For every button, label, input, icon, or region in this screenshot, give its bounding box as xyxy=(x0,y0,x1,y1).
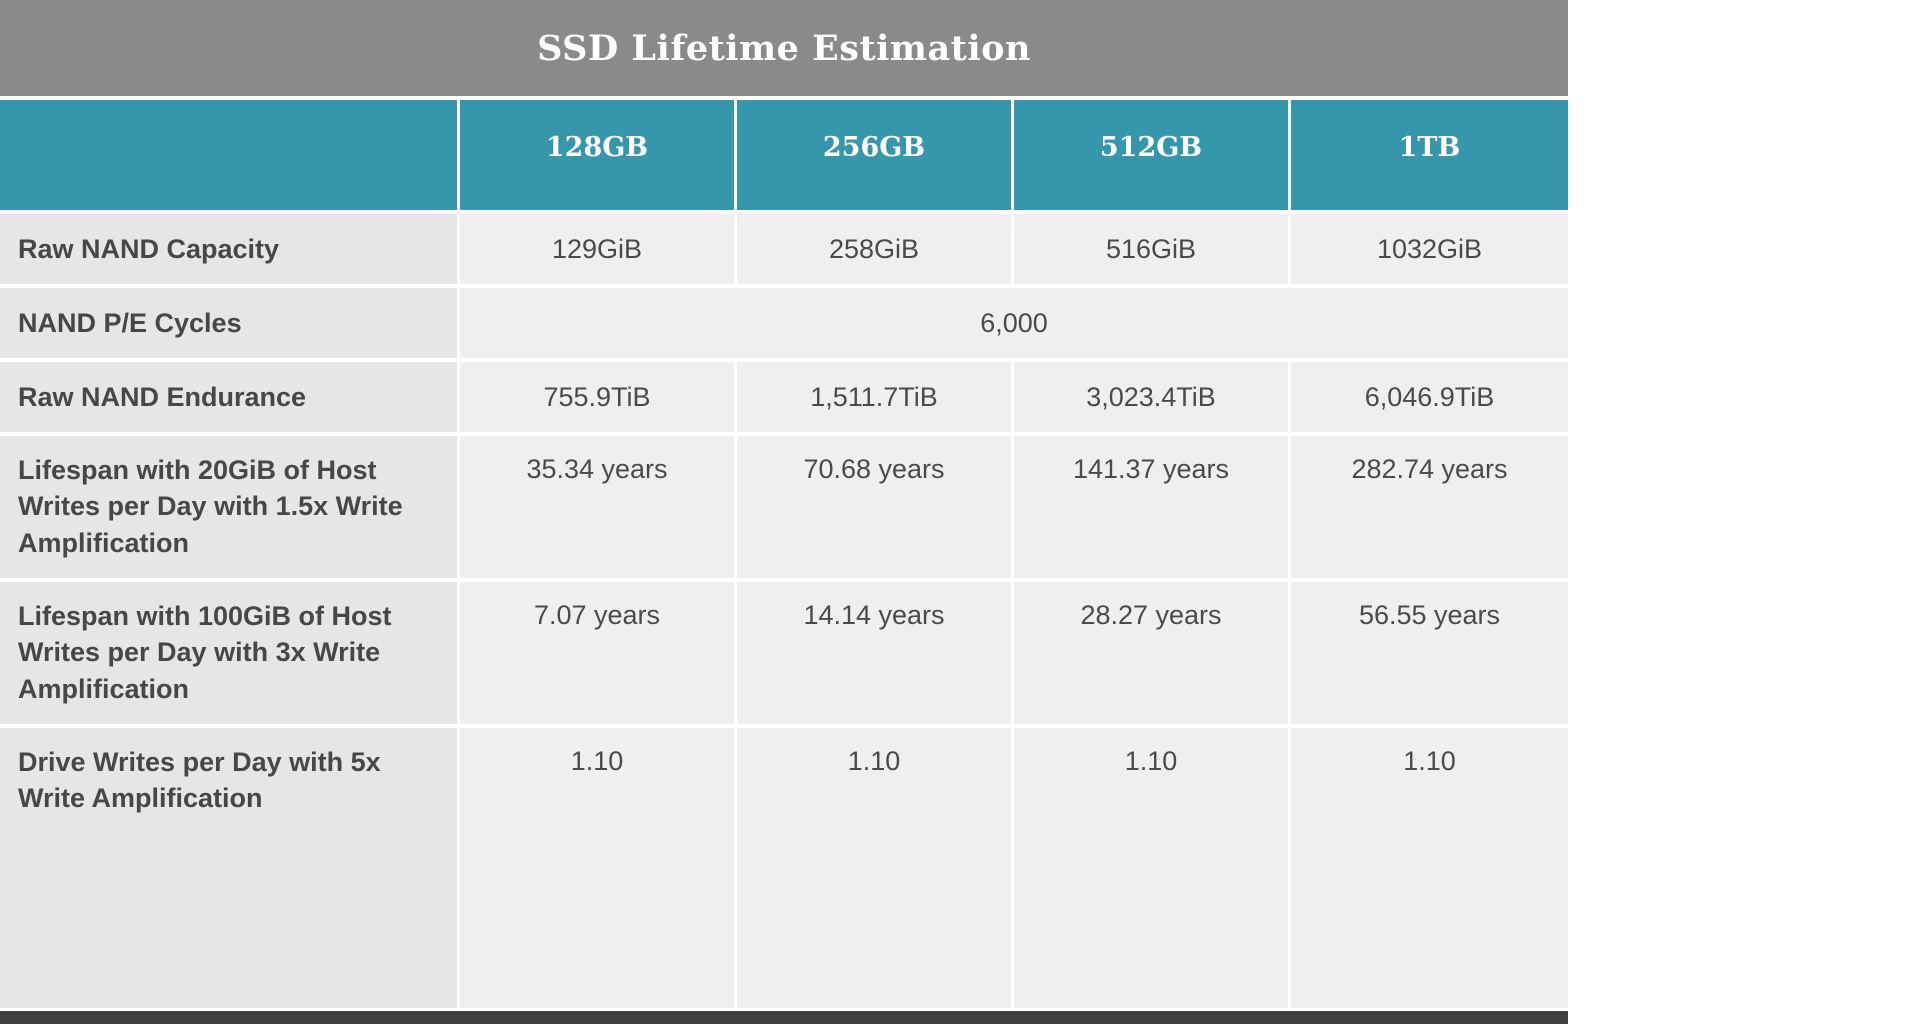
table-row-drive-writes-per-day: Drive Writes per Day with 5x Write Ampli… xyxy=(0,724,1568,1008)
value-cell: 70.68 years xyxy=(737,432,1014,578)
column-header-row: 128GB 256GB 512GB 1TB xyxy=(0,100,1568,210)
value-cell: 35.34 years xyxy=(460,432,737,578)
value-cell: 1.10 xyxy=(737,724,1014,1008)
value-cell: 1.10 xyxy=(460,724,737,1008)
merged-value-cell: 6,000 xyxy=(460,284,1568,358)
table-title: SSD Lifetime Estimation xyxy=(537,27,1031,69)
value-cell: 129GiB xyxy=(460,210,737,284)
value-cell: 516GiB xyxy=(1014,210,1291,284)
row-label: NAND P/E Cycles xyxy=(0,284,460,358)
row-label: Raw NAND Capacity xyxy=(0,210,460,284)
data-table: 128GB 256GB 512GB 1TB Raw NAND Capacity … xyxy=(0,100,1568,1008)
value-cell: 282.74 years xyxy=(1291,432,1568,578)
column-header-1tb: 1TB xyxy=(1291,100,1568,210)
value-cell: 141.37 years xyxy=(1014,432,1291,578)
value-cell: 258GiB xyxy=(737,210,1014,284)
row-label: Lifespan with 100GiB of Host Writes per … xyxy=(0,578,460,724)
table-row-lifespan-100gib: Lifespan with 100GiB of Host Writes per … xyxy=(0,578,1568,724)
table-row-raw-nand-capacity: Raw NAND Capacity 129GiB 258GiB 516GiB 1… xyxy=(0,210,1568,284)
value-cell: 7.07 years xyxy=(460,578,737,724)
value-cell: 14.14 years xyxy=(737,578,1014,724)
value-cell: 1.10 xyxy=(1014,724,1291,1008)
row-label: Lifespan with 20GiB of Host Writes per D… xyxy=(0,432,460,578)
value-cell: 6,046.9TiB xyxy=(1291,358,1568,432)
value-cell: 1,511.7TiB xyxy=(737,358,1014,432)
table-row-raw-nand-endurance: Raw NAND Endurance 755.9TiB 1,511.7TiB 3… xyxy=(0,358,1568,432)
column-header-256gb: 256GB xyxy=(737,100,1014,210)
row-label: Drive Writes per Day with 5x Write Ampli… xyxy=(0,724,460,1008)
column-header-128gb: 128GB xyxy=(460,100,737,210)
table-title-bar: SSD Lifetime Estimation xyxy=(0,0,1568,96)
value-cell: 755.9TiB xyxy=(460,358,737,432)
value-cell: 1032GiB xyxy=(1291,210,1568,284)
next-section-strip xyxy=(0,1011,1568,1024)
table-row-nand-pe-cycles: NAND P/E Cycles 6,000 xyxy=(0,284,1568,358)
table-row-lifespan-20gib: Lifespan with 20GiB of Host Writes per D… xyxy=(0,432,1568,578)
column-header-512gb: 512GB xyxy=(1014,100,1291,210)
ssd-lifetime-table: SSD Lifetime Estimation 128GB 256GB 512G… xyxy=(0,0,1568,1024)
corner-cell xyxy=(0,100,460,210)
value-cell: 3,023.4TiB xyxy=(1014,358,1291,432)
row-label: Raw NAND Endurance xyxy=(0,358,460,432)
value-cell: 28.27 years xyxy=(1014,578,1291,724)
value-cell: 56.55 years xyxy=(1291,578,1568,724)
value-cell: 1.10 xyxy=(1291,724,1568,1008)
